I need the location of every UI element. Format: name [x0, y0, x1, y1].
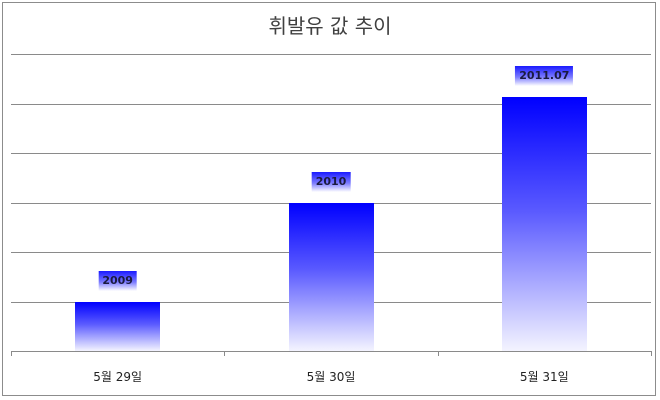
x-axis-tick — [224, 351, 226, 356]
bar — [288, 202, 374, 351]
gridline — [11, 103, 651, 105]
data-label: 2009 — [98, 270, 137, 291]
x-axis-tick — [651, 351, 652, 356]
category-label: 5월 29일 — [93, 370, 143, 384]
x-axis-tick — [437, 351, 439, 356]
gridline — [11, 54, 651, 55]
plot-area: 2009 2010 2011.07 — [11, 54, 652, 356]
x-axis-line — [11, 351, 651, 352]
category-label: 5월 31일 — [519, 370, 569, 384]
x-axis-tick — [11, 351, 12, 356]
gridline — [11, 153, 651, 154]
data-label: 2011.07 — [515, 65, 574, 86]
data-label: 2010 — [311, 171, 351, 192]
chart-title: 휘발유 값 추이 — [268, 14, 392, 38]
bar — [75, 301, 161, 351]
category-label: 5월 30일 — [306, 370, 356, 384]
bar — [501, 96, 587, 351]
